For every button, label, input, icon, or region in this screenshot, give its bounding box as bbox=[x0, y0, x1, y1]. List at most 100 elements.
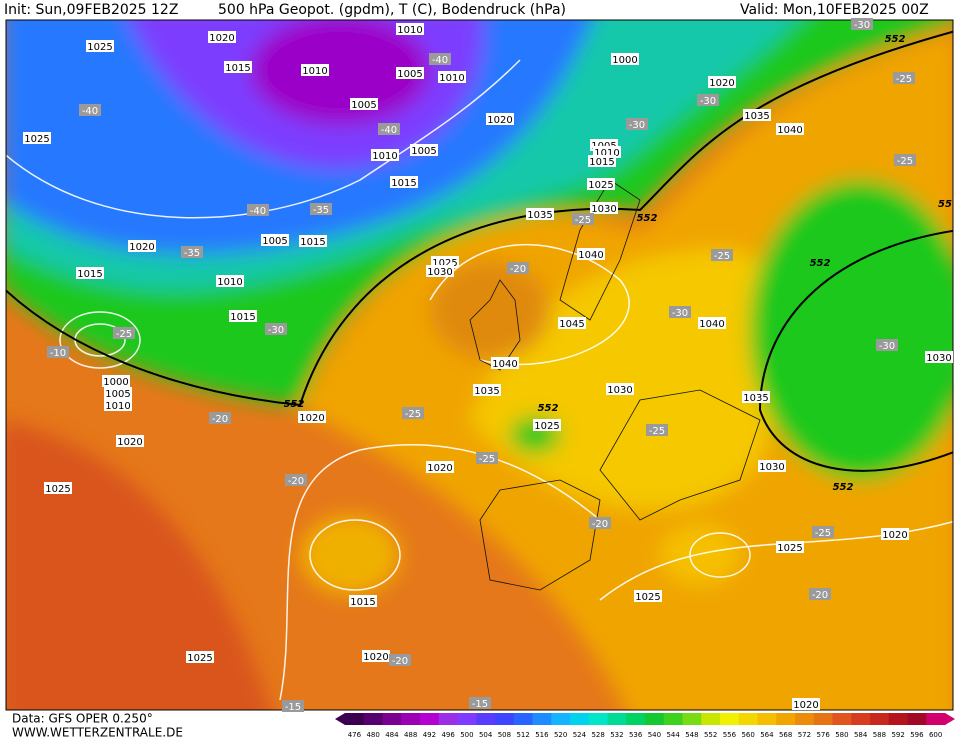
pressure-label-bg bbox=[261, 234, 289, 246]
scale-label: 500 bbox=[460, 731, 473, 739]
scale-swatch bbox=[513, 713, 533, 725]
pressure-label: 1030 bbox=[759, 462, 784, 473]
pressure-label-bg bbox=[410, 144, 438, 156]
scale-swatch bbox=[851, 713, 871, 725]
pressure-label: 1035 bbox=[474, 386, 499, 397]
scale-swatch bbox=[795, 713, 815, 725]
temperature-label-bg bbox=[572, 213, 594, 225]
scale-swatch bbox=[720, 713, 740, 725]
temperature-label-bg bbox=[507, 262, 529, 274]
scale-swatch bbox=[551, 713, 571, 725]
pressure-label: 1020 bbox=[427, 463, 452, 474]
pressure-label: 1035 bbox=[743, 393, 768, 404]
temperature-label: -40 bbox=[250, 206, 266, 217]
pressure-label: 1020 bbox=[117, 437, 142, 448]
pressure-label-bg bbox=[44, 482, 72, 494]
pressure-label-bg bbox=[526, 208, 554, 220]
scale-swatch bbox=[701, 713, 721, 725]
temperature-label: -10 bbox=[50, 348, 66, 359]
pressure-label: 1020 bbox=[129, 242, 154, 253]
pressure-label: 1025 bbox=[87, 42, 112, 53]
scale-swatch bbox=[382, 713, 402, 725]
scale-label: 552 bbox=[704, 731, 717, 739]
temperature-label-bg bbox=[669, 306, 691, 318]
temperature-label-bg bbox=[285, 474, 307, 486]
pressure-label: 1010 bbox=[397, 25, 422, 36]
pressure-label-bg bbox=[224, 61, 252, 73]
temperature-label: -25 bbox=[714, 251, 730, 262]
temperature-label: -15 bbox=[285, 702, 301, 713]
pressure-label: 1015 bbox=[230, 312, 255, 323]
pressure-label-bg bbox=[229, 310, 257, 322]
map-title: 500 hPa Geopot. (gpdm), T (C), Bodendruc… bbox=[218, 2, 566, 18]
temperature-label: -25 bbox=[649, 426, 665, 437]
height-label: 552 bbox=[284, 399, 305, 410]
pressure-label: 1030 bbox=[607, 385, 632, 396]
scale-swatch bbox=[532, 713, 552, 725]
scale-swatch bbox=[663, 713, 683, 725]
pressure-label: 1020 bbox=[299, 413, 324, 424]
temperature-label-bg bbox=[429, 53, 451, 65]
pressure-label: 1025 bbox=[187, 653, 212, 664]
pressure-label-bg bbox=[587, 178, 615, 190]
pressure-label-bg bbox=[390, 176, 418, 188]
pressure-label: 1025 bbox=[45, 484, 70, 495]
data-source: Data: GFS OPER 0.250° bbox=[12, 712, 153, 726]
scale-label: 512 bbox=[516, 731, 529, 739]
pressure-label-bg bbox=[776, 541, 804, 553]
pressure-label: 1005 bbox=[105, 389, 130, 400]
pressure-label: 1045 bbox=[559, 319, 584, 330]
pressure-label-bg bbox=[396, 67, 424, 79]
scale-label: 576 bbox=[816, 731, 830, 739]
temperature-label: -25 bbox=[896, 74, 912, 85]
pressure-label-bg bbox=[298, 411, 326, 423]
scale-label: 536 bbox=[629, 731, 643, 739]
pressure-label: 1005 bbox=[351, 100, 376, 111]
pressure-label: 1040 bbox=[492, 359, 517, 370]
scale-label: 492 bbox=[423, 731, 436, 739]
scale-swatch bbox=[813, 713, 833, 725]
scale-label: 564 bbox=[760, 731, 774, 739]
pressure-label: 1010 bbox=[372, 151, 397, 162]
scale-swatch bbox=[363, 713, 383, 725]
pressure-label-bg bbox=[698, 317, 726, 329]
pressure-label-bg bbox=[104, 387, 132, 399]
temperature-label: -25 bbox=[897, 156, 913, 167]
pressure-label-bg bbox=[350, 98, 378, 110]
temperature-label: -20 bbox=[812, 590, 828, 601]
pressure-label-bg bbox=[438, 71, 466, 83]
temperature-label-bg bbox=[209, 412, 231, 424]
scale-swatch bbox=[738, 713, 758, 725]
scale-arrow-left bbox=[335, 713, 345, 725]
init-time: Init: Sun,09FEB2025 12Z bbox=[4, 2, 178, 18]
pressure-label-bg bbox=[208, 31, 236, 43]
pressure-label: 1005 bbox=[262, 236, 287, 247]
pressure-label-bg bbox=[473, 384, 501, 396]
temperature-label-bg bbox=[181, 246, 203, 258]
pressure-label-bg bbox=[362, 650, 390, 662]
temperature-label: -20 bbox=[288, 476, 304, 487]
temperature-label-bg bbox=[389, 654, 411, 666]
scale-swatch bbox=[438, 713, 458, 725]
temperature-label: -30 bbox=[700, 96, 716, 107]
height-label: 552 bbox=[637, 213, 658, 224]
pressure-label-bg bbox=[186, 651, 214, 663]
pressure-label: 1035 bbox=[527, 210, 552, 221]
scale-label: 600 bbox=[929, 731, 942, 739]
temperature-label: -40 bbox=[82, 106, 98, 117]
scale-label: 528 bbox=[591, 731, 604, 739]
pressure-label: 1025 bbox=[432, 258, 457, 269]
scale-swatch bbox=[588, 713, 608, 725]
height-label: 55 bbox=[938, 199, 952, 210]
pressure-label: 1020 bbox=[363, 652, 388, 663]
temperature-label: -20 bbox=[212, 414, 228, 425]
pressure-label-bg bbox=[606, 383, 634, 395]
pressure-label-bg bbox=[116, 435, 144, 447]
pressure-label: 1040 bbox=[699, 319, 724, 330]
pressure-label: 1000 bbox=[612, 55, 637, 66]
temperature-label: -25 bbox=[575, 215, 591, 226]
scale-swatch bbox=[420, 713, 440, 725]
